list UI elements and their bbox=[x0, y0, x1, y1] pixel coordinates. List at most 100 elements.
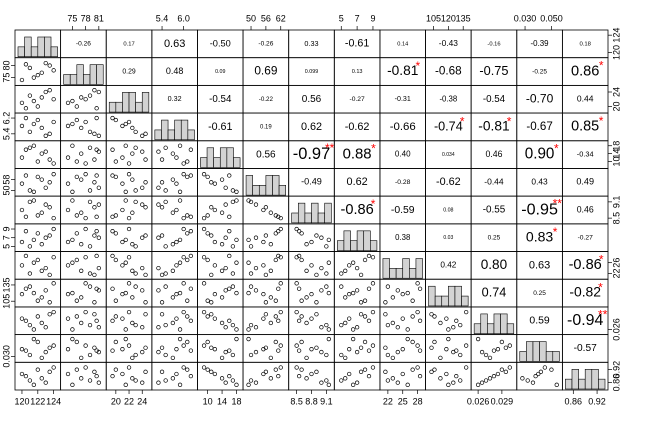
x-tick-label: 0.029 bbox=[491, 396, 514, 406]
x-tick-label: 8.5 bbox=[290, 396, 303, 406]
correlation-value: 0.40 bbox=[395, 150, 411, 159]
scatter-point bbox=[507, 365, 512, 370]
y-tick-label: 22 bbox=[611, 269, 621, 279]
histogram-bar bbox=[493, 313, 501, 334]
scatter-point bbox=[170, 151, 176, 156]
scatter-point bbox=[276, 348, 281, 353]
scatter-point bbox=[35, 257, 40, 263]
correlation-value: -0.31 bbox=[395, 96, 411, 103]
histogram-bar bbox=[96, 64, 104, 85]
x-tick-label: 5.4 bbox=[156, 13, 169, 23]
scatter-point bbox=[110, 286, 115, 291]
scatter-point bbox=[35, 298, 40, 303]
scatter-point bbox=[177, 336, 183, 342]
y-tick-label: 75 bbox=[1, 73, 11, 83]
scatter-point bbox=[47, 180, 52, 185]
correlation-value: -0.49 bbox=[301, 177, 322, 187]
scatter-point bbox=[253, 288, 259, 293]
scatter-point bbox=[163, 188, 168, 193]
correlation-value: -0.54 bbox=[483, 94, 506, 105]
scatter-point bbox=[248, 284, 254, 289]
histogram-bar bbox=[44, 36, 52, 57]
scatter-point bbox=[343, 320, 348, 326]
scatter-point bbox=[43, 235, 48, 240]
scatter-point bbox=[223, 235, 228, 240]
scatter-point bbox=[130, 268, 135, 273]
correlation-value: 0.56 bbox=[256, 149, 276, 160]
panel bbox=[60, 223, 107, 252]
scatter-point bbox=[156, 235, 161, 240]
correlation-value: -0.59 bbox=[391, 205, 415, 216]
scatter-point bbox=[126, 281, 132, 286]
scatter-point bbox=[446, 327, 451, 332]
x-tick-label: 0.92 bbox=[588, 396, 606, 406]
scatter-point bbox=[65, 292, 71, 297]
scatter-point bbox=[362, 314, 368, 319]
scatter-point bbox=[181, 281, 186, 286]
scatter-point bbox=[35, 231, 40, 236]
scatter-point bbox=[390, 295, 395, 300]
scatter-point bbox=[170, 295, 176, 300]
panel bbox=[151, 306, 198, 336]
scatter-point bbox=[268, 242, 273, 247]
correlation-value: 0.48 bbox=[166, 66, 184, 76]
scatter-point bbox=[343, 376, 348, 381]
scatter-point bbox=[248, 244, 254, 249]
scatter-point bbox=[70, 290, 75, 296]
scatter-point bbox=[309, 316, 314, 321]
histogram-bar bbox=[161, 119, 169, 141]
correlation-value: 0.25 bbox=[533, 290, 546, 297]
histogram-bar bbox=[584, 369, 593, 390]
scatter-point bbox=[464, 343, 469, 348]
scatter-point bbox=[230, 271, 236, 276]
scatter-point bbox=[343, 355, 348, 361]
scatter-point bbox=[324, 271, 329, 276]
scatter-point bbox=[458, 352, 463, 358]
scatter-point bbox=[83, 215, 88, 221]
scatter-point bbox=[246, 382, 251, 387]
scatter-point bbox=[123, 121, 128, 127]
scatter-point bbox=[273, 298, 278, 303]
scatter-point bbox=[438, 355, 443, 361]
correlation-value: -0.62 bbox=[345, 121, 370, 133]
scatter-point bbox=[351, 290, 356, 296]
scatter-point bbox=[273, 339, 278, 345]
panel bbox=[105, 361, 153, 391]
scatter-point bbox=[123, 336, 128, 342]
histogram-bar bbox=[415, 258, 423, 279]
scatter-point bbox=[223, 185, 228, 190]
scatter-point bbox=[143, 272, 148, 278]
panel bbox=[288, 334, 335, 363]
scatter-point bbox=[35, 117, 40, 123]
scatter-point bbox=[205, 339, 210, 345]
scatter-point bbox=[47, 157, 52, 162]
scatter-point bbox=[309, 292, 314, 297]
scatter-point bbox=[263, 300, 269, 305]
scatter-point bbox=[163, 271, 168, 276]
scatter-point bbox=[309, 347, 314, 352]
scatter-point bbox=[79, 376, 84, 381]
histogram-bar bbox=[441, 295, 449, 307]
scatter-point bbox=[140, 349, 145, 355]
scatter-point bbox=[159, 369, 165, 374]
scatter-point bbox=[35, 174, 40, 180]
scatter-point bbox=[126, 365, 132, 370]
correlation-value: -0.26 bbox=[258, 41, 273, 48]
scatter-point bbox=[174, 181, 179, 186]
x-tick-label: 5 bbox=[339, 13, 344, 23]
x-tick-label: 75 bbox=[67, 13, 77, 23]
scatter-point bbox=[130, 376, 135, 381]
scatter-point bbox=[174, 347, 179, 352]
panel bbox=[60, 112, 107, 142]
scatter-point bbox=[347, 371, 352, 377]
scatter-point bbox=[177, 290, 183, 296]
x-tick-label: 50 bbox=[246, 13, 256, 23]
scatter-point bbox=[209, 180, 214, 185]
scatter-point bbox=[92, 157, 97, 162]
scatter-point bbox=[51, 365, 56, 370]
scatter-point bbox=[174, 316, 179, 321]
scatter-point bbox=[432, 314, 437, 319]
scatter-point bbox=[417, 374, 423, 379]
scatter-point bbox=[174, 207, 179, 213]
scatter-point bbox=[27, 284, 33, 289]
